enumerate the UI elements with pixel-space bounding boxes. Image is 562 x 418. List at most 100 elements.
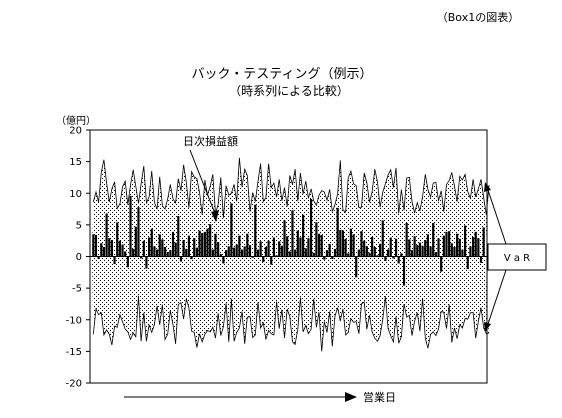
pnl-bar — [142, 240, 145, 257]
pnl-bar — [445, 231, 448, 257]
y-tick-label: 15 — [69, 157, 82, 168]
var-upper-line — [92, 157, 490, 218]
pnl-bar — [105, 213, 108, 257]
pnl-bar — [312, 252, 315, 257]
pnl-bar — [421, 245, 424, 257]
pnl-bar — [110, 240, 114, 257]
pnl-bar — [376, 255, 379, 257]
pnl-bar — [246, 233, 249, 257]
pnl-bar — [413, 236, 416, 257]
pnl-bar — [278, 241, 281, 257]
pnl-bar — [182, 240, 185, 257]
pnl-bar — [349, 228, 352, 257]
pnl-bar — [418, 242, 422, 257]
pnl-bar — [230, 203, 233, 257]
pnl-bar — [179, 256, 183, 262]
pnl-bar — [227, 246, 230, 257]
pnl-bar — [174, 242, 177, 257]
pnl-bar — [121, 244, 124, 257]
pnl-bar — [177, 216, 180, 257]
pnl-bar — [232, 247, 236, 257]
pnl-bar — [148, 237, 151, 257]
pnl-bar — [116, 222, 119, 257]
var-band-upper — [92, 157, 489, 257]
y-tick-label: 0 — [76, 252, 82, 263]
pnl-bar — [163, 247, 167, 257]
pnl-bar — [402, 256, 406, 286]
pnl-bar — [222, 256, 225, 264]
pnl-bar — [477, 238, 480, 257]
pnl-bar — [286, 236, 289, 257]
var-arrow-upper — [486, 186, 507, 245]
pnl-bar — [357, 249, 360, 257]
pnl-bar — [333, 248, 337, 257]
pnl-bar — [248, 245, 252, 257]
pnl-bar — [262, 256, 265, 263]
pnl-bar — [264, 247, 268, 257]
pnl-bar — [240, 249, 244, 257]
x-axis-arrowhead — [345, 392, 357, 402]
pnl-bar — [169, 250, 172, 257]
pnl-bar — [341, 230, 345, 257]
pnl-bar — [309, 198, 313, 257]
pnl-bar — [259, 241, 262, 257]
pnl-bar — [132, 248, 135, 257]
pnl-bar — [129, 195, 132, 257]
pnl-bar — [145, 256, 148, 269]
var-lower-line — [92, 295, 490, 352]
pnl-bar — [360, 231, 363, 257]
pnl-bar — [331, 256, 334, 260]
pnl-bar — [400, 253, 403, 257]
pnl-bar — [429, 246, 432, 257]
pnl-bar — [251, 256, 254, 258]
pnl-bar — [479, 256, 483, 263]
pnl-bar — [317, 233, 321, 257]
pnl-bar — [368, 252, 371, 257]
pnl-bar — [440, 256, 443, 272]
var-label: V a R — [504, 253, 530, 264]
pnl-bar — [408, 239, 411, 257]
var-arrowhead-upper — [484, 182, 491, 192]
pnl-bar — [307, 238, 310, 257]
pnl-bar — [283, 220, 286, 257]
pnl-bar — [469, 246, 472, 257]
pnl-bar — [466, 256, 469, 270]
pnl-bar — [211, 249, 214, 257]
pnl-bar — [373, 247, 376, 257]
pnl-bar — [323, 256, 326, 260]
pnl-bar — [124, 251, 127, 257]
pnl-bar — [267, 240, 270, 257]
chart-title: バック・テスティング（例示） — [192, 67, 373, 82]
pnl-bar — [102, 247, 106, 257]
pnl-bar — [137, 207, 140, 257]
pnl-bar — [108, 238, 111, 257]
pnl-bar — [464, 225, 467, 257]
pnl-bar — [397, 256, 400, 264]
pnl-bar — [320, 235, 323, 257]
pnl-bar — [275, 255, 278, 257]
y-tick-label: 5 — [76, 220, 82, 231]
var-band-lower — [92, 256, 489, 352]
pnl-bar — [424, 240, 427, 257]
x-axis-label: 営業日 — [363, 390, 396, 404]
pnl-bar — [195, 247, 198, 257]
pnl-bar — [92, 234, 95, 257]
chart-subtitle: （時系列による比較） — [229, 83, 349, 98]
pnl-bar — [217, 241, 220, 257]
pnl-bar — [185, 248, 188, 257]
pnl-bar — [344, 238, 347, 257]
var-arrow-lower — [486, 269, 507, 328]
y-tick-layer: 20 15 10 5 0 -5 -10 -15 -20 — [66, 126, 90, 390]
figure-note: （Box1の図表） — [437, 10, 519, 24]
pnl-bar — [347, 253, 350, 257]
y-tick-label: -5 — [72, 284, 82, 295]
pnl-bar — [193, 238, 196, 257]
pnl-bar — [299, 237, 302, 257]
pnl-bar — [214, 233, 217, 257]
pnl-bar — [365, 246, 368, 257]
pnl-bar — [270, 256, 273, 265]
pnl-bar — [381, 220, 384, 257]
pnl-bar — [339, 229, 342, 257]
bar-annotation-arrow — [189, 149, 217, 217]
